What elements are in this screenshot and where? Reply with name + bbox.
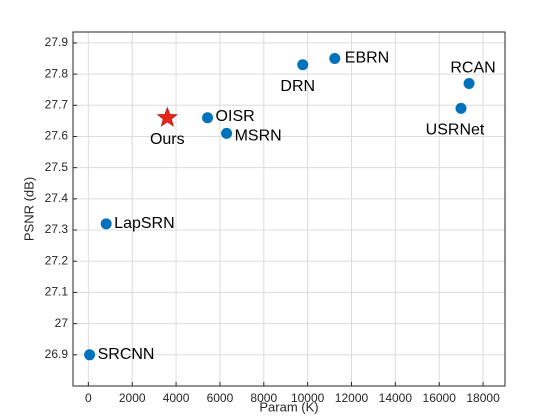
y-tick-label: 27.3 (45, 222, 69, 236)
y-tick-label: 27.5 (45, 160, 69, 174)
axes-box (72, 31, 506, 387)
y-axis-label: PSNR (dB) (21, 177, 36, 241)
point-label: EBRN (345, 50, 389, 67)
y-tick-label: 26.9 (45, 347, 69, 361)
x-tick-label: 14000 (379, 391, 413, 405)
x-tick-label: 16000 (423, 391, 457, 405)
point (455, 102, 467, 114)
x-tick-label: 12000 (335, 391, 369, 405)
y-tick-label: 27.7 (45, 97, 69, 111)
point (463, 77, 475, 89)
point (329, 53, 341, 65)
point-label: DRN (280, 78, 315, 95)
point-label: RCAN (450, 60, 495, 77)
point (156, 106, 178, 127)
y-tick-label: 27.8 (45, 66, 69, 80)
point-label: USRNet (426, 122, 485, 139)
point (100, 218, 112, 230)
x-tick-label: 2000 (119, 391, 146, 405)
point (221, 127, 233, 139)
point (84, 349, 96, 361)
point (202, 112, 214, 124)
y-tick-label: 27.4 (45, 191, 69, 205)
x-tick-label: 4000 (163, 391, 190, 405)
point-label: Ours (150, 131, 185, 148)
point-label: SRCNN (98, 346, 155, 363)
x-tick-label: 6000 (207, 391, 234, 405)
y-tick-label: 27.1 (45, 285, 69, 299)
point-label: LapSRN (114, 215, 174, 232)
point-label: OISR (216, 108, 255, 125)
x-axis-label: Param (K) (259, 399, 318, 414)
plot-area (73, 32, 505, 386)
y-tick-label: 27.9 (45, 35, 69, 49)
x-tick-label: 10000 (291, 391, 325, 405)
x-tick-label: 0 (85, 391, 92, 405)
y-tick-label: 27.6 (45, 129, 69, 143)
y-tick-label: 27.2 (45, 253, 69, 267)
point (297, 59, 309, 71)
point-label: MSRN (235, 128, 282, 145)
x-tick-label: 18000 (466, 391, 500, 405)
x-tick-label: 8000 (250, 391, 277, 405)
y-tick-label: 27 (55, 316, 69, 330)
